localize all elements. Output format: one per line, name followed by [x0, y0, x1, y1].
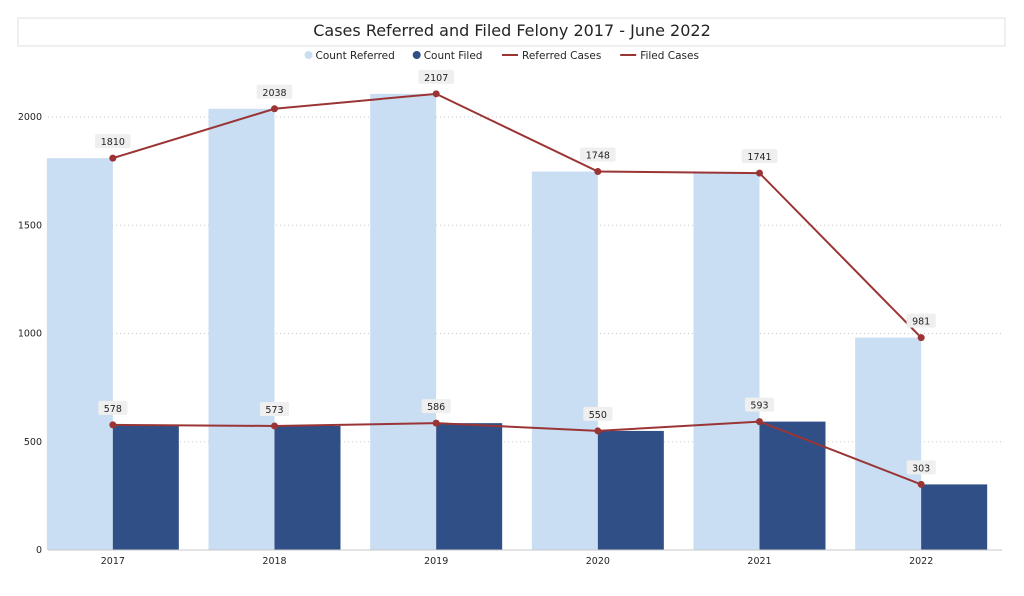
line-referred-cases [112, 92, 922, 339]
legend-item[interactable]: Referred Cases [502, 50, 601, 62]
bar-count-filed [274, 425, 341, 550]
data-label: 1741 [747, 152, 771, 163]
line-point [432, 90, 440, 98]
data-label-bg [906, 460, 936, 475]
line-point [594, 427, 602, 435]
x-tick-label: 2021 [747, 556, 771, 567]
data-label-bg [256, 84, 293, 99]
bar-count-referred [208, 108, 275, 550]
data-label: 593 [750, 401, 768, 412]
x-tick-label: 2019 [424, 556, 448, 567]
y-tick-label: 2000 [18, 112, 42, 123]
bar-count-filed [921, 484, 988, 550]
x-tick-label: 2020 [586, 556, 610, 567]
line-point [109, 154, 117, 162]
x-tick-label: 2018 [262, 556, 286, 567]
data-label-bg [98, 400, 128, 415]
data-label: 578 [104, 404, 122, 415]
data-label-bg [580, 147, 616, 162]
bar-count-referred [531, 171, 598, 551]
line-point [271, 422, 278, 430]
legend-label: Count Filed [424, 50, 483, 62]
bar-count-referred [46, 158, 113, 550]
data-label: 2107 [424, 73, 448, 84]
bar-count-filed [759, 421, 826, 550]
title-frame [17, 17, 1006, 47]
y-axis: 0 500 1000 1500 2000 [18, 112, 42, 556]
y-tick-label: 500 [24, 437, 42, 448]
bar-count-referred [693, 173, 760, 551]
data-label: 1748 [586, 151, 610, 162]
data-label-bg [906, 313, 936, 328]
data-label-bg [741, 149, 778, 164]
data-label: 586 [427, 402, 445, 413]
data-label-bg [744, 397, 775, 412]
legend-item[interactable]: Count Referred [304, 50, 395, 62]
data-label-bg [583, 406, 613, 421]
legend-label: Referred Cases [522, 50, 601, 62]
legend-item[interactable]: Count Filed [412, 50, 483, 62]
line-point [594, 168, 602, 176]
legend-marker [412, 51, 421, 59]
bar-count-filed [112, 424, 179, 550]
line-point [756, 418, 763, 426]
x-tick-label: 2022 [909, 556, 933, 567]
legend: Count Referred Count Filed Referred Cases F… [304, 50, 699, 62]
data-label: 981 [912, 317, 930, 328]
data-label: 2038 [262, 88, 286, 99]
data-label: 573 [265, 405, 283, 416]
line-point [432, 419, 440, 427]
data-label: 550 [589, 410, 607, 421]
legend-marker [304, 51, 313, 59]
data-label-bg [95, 134, 131, 149]
line-point [756, 169, 763, 177]
y-tick-label: 0 [36, 545, 42, 556]
bar-count-filed [597, 430, 664, 550]
legend-label: Filed Cases [640, 50, 699, 62]
x-tick-label: 2017 [101, 556, 125, 567]
line-point [109, 421, 117, 429]
legend-label: Count Referred [316, 50, 395, 62]
chart-title: Cases Referred and Filed Felony 2017 - J… [313, 21, 711, 40]
data-label: 1810 [101, 137, 125, 148]
line-point [917, 480, 925, 488]
data-label: 303 [912, 463, 930, 474]
bar-count-referred [370, 93, 437, 550]
data-label-bg [418, 69, 454, 84]
line-filed-cases [112, 420, 922, 486]
x-axis: 2017 2018 2019 2020 2021 2022 [48, 549, 1002, 567]
bars [46, 93, 988, 551]
lines: 1810 2038 2107 1748 1741 981 578 573 586 550 593 30… [95, 69, 936, 488]
data-label-bg [421, 399, 451, 414]
line-point [271, 105, 278, 113]
gridlines [48, 116, 1002, 443]
line-point [917, 334, 925, 342]
legend-item[interactable]: Filed Cases [620, 50, 699, 62]
y-tick-label: 1500 [18, 220, 42, 231]
bar-count-filed [436, 423, 503, 550]
data-label-bg [259, 401, 290, 416]
y-tick-label: 1000 [18, 329, 42, 340]
bar-count-referred [855, 337, 922, 550]
